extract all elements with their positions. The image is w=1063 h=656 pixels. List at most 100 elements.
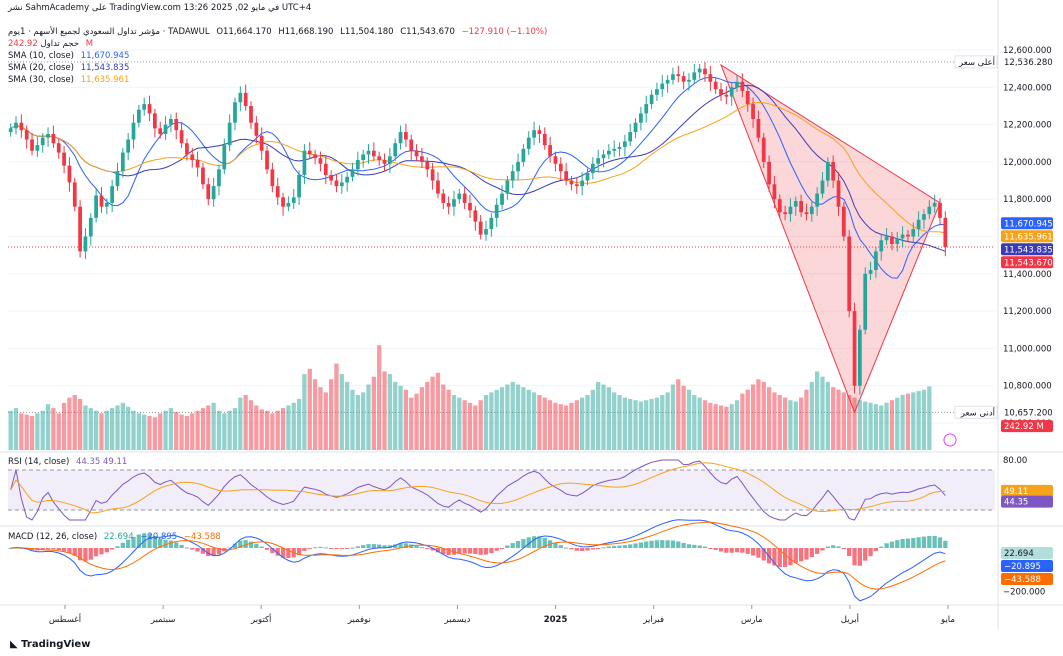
candle-body	[505, 180, 510, 194]
volume-bar	[296, 398, 302, 450]
macd-hist-bar	[307, 548, 312, 549]
macd-hist-bar	[505, 545, 510, 548]
volume-bar	[526, 389, 531, 450]
macd-hist-bar	[232, 543, 238, 548]
volume-bar	[553, 402, 558, 450]
sma-30-line	[10, 101, 946, 234]
volume-bar	[927, 386, 932, 450]
candle-body	[580, 180, 585, 187]
sma20-legend: SMA (20, close) 11,543.835	[8, 63, 133, 73]
volume-bar	[61, 402, 67, 450]
macd-line	[10, 519, 946, 602]
volume-bar	[804, 389, 809, 450]
candle-body	[147, 104, 152, 114]
rsi-ma-tag-bg	[1001, 484, 1053, 497]
volume-bar	[366, 384, 371, 450]
macd-hist-bar	[323, 547, 328, 549]
macd-hist-bar	[174, 542, 179, 548]
candle-body	[371, 150, 376, 157]
volume-bar	[836, 389, 841, 450]
candle-body	[441, 193, 446, 203]
macd-hist-bar	[61, 548, 67, 552]
volume-bar	[665, 392, 670, 450]
macd-hist-bar	[387, 545, 393, 548]
volume-bar	[734, 400, 740, 450]
macd-hist-bar	[905, 538, 911, 548]
pattern-triangles	[720, 63, 941, 414]
macd-hist-bar	[366, 544, 371, 548]
macd-hist-bar	[398, 543, 403, 548]
volume-bar	[275, 410, 280, 450]
volume-bar	[334, 363, 339, 450]
candle-body	[201, 167, 205, 185]
candle-body	[120, 152, 125, 172]
volume-bar	[355, 395, 360, 450]
high-value-tag-bg	[1001, 55, 1053, 68]
macd-hist-bar	[900, 538, 905, 548]
symbol-title: مؤشر تداول السعودي لجميع الأسهم · 1يوم ·…	[8, 27, 210, 37]
volume-bar	[740, 393, 745, 450]
macd-hist-bar	[115, 546, 120, 548]
high-value-tag: 12,536.280	[1004, 58, 1053, 68]
candle-body	[318, 158, 323, 164]
volume-bar	[782, 397, 788, 450]
macd-hist-bar	[820, 548, 825, 551]
candle-body	[542, 133, 547, 146]
price-axis[interactable]: 12,600.000 12,400.000 12,200.000 12,000.000…	[1003, 46, 1052, 597]
candle-body	[446, 202, 451, 207]
macd-hist-bar	[825, 546, 830, 548]
time-axis[interactable]: أغسطس سبتمبر أكتوبر نوفمبر ديسمبر 2025 فبراير م…	[49, 605, 955, 625]
volume-bar	[435, 372, 441, 450]
sma-20-line	[10, 84, 946, 252]
candle-body	[233, 102, 237, 123]
volume-bar	[521, 387, 526, 450]
macd-hist-bar	[478, 548, 483, 555]
ohlc-change: −127.910 (−1.10%)	[461, 27, 548, 37]
macd-hist-bar	[280, 548, 286, 558]
volume-bar	[264, 410, 270, 450]
price-tag-bg	[1001, 230, 1053, 243]
volume-bar	[158, 413, 163, 450]
macd-hist-bar	[286, 548, 291, 559]
signal-line	[10, 521, 946, 590]
volume-bar	[163, 410, 168, 450]
volume-bar	[99, 413, 104, 450]
sma10-label: SMA (10, close)	[8, 51, 74, 61]
volume-bar	[601, 384, 606, 450]
candle-body	[169, 119, 173, 125]
macd-hist-bar	[361, 545, 366, 548]
price-tag-bg	[1001, 243, 1053, 256]
macd-hist-bar	[804, 548, 809, 560]
candle-body	[425, 161, 430, 170]
ohlc-low: L11,504.180	[340, 27, 394, 37]
candle-body	[847, 236, 852, 312]
macd-v3: −43.588	[183, 532, 221, 542]
volume-bar	[515, 384, 521, 450]
candle-body	[259, 135, 264, 151]
volume-bar	[585, 395, 590, 450]
macd-hist-bar	[515, 541, 521, 548]
macd-hist-bar	[847, 548, 852, 557]
macd-pane	[8, 519, 948, 602]
candle-body	[217, 169, 221, 187]
volume-bar	[825, 381, 830, 450]
volume-bar	[152, 417, 158, 450]
macd-hist-bar	[831, 545, 836, 548]
candle-body	[131, 122, 136, 140]
candle-body	[799, 201, 803, 213]
price-tick-label: 11,200.000	[1003, 307, 1052, 317]
sma30-label: SMA (30, close)	[8, 75, 74, 85]
volume-bar	[467, 402, 473, 450]
volume-bar	[168, 408, 174, 450]
candle-body	[772, 184, 777, 200]
candle-body	[286, 202, 291, 207]
macd-hist-bar	[702, 546, 708, 548]
candle-body	[388, 156, 392, 164]
candle-body	[350, 169, 355, 177]
volume-bar	[590, 389, 595, 450]
volume-bar	[911, 392, 916, 450]
candle-body	[633, 122, 638, 133]
macd-v2: −20.895	[140, 532, 178, 542]
macd-hist-bar	[665, 540, 670, 548]
